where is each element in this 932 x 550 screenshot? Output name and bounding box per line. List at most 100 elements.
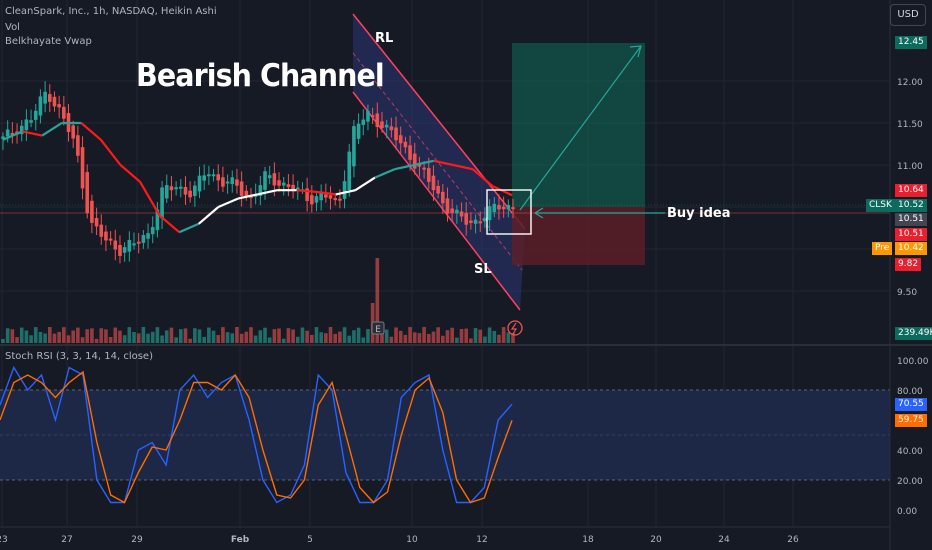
time-tick-label: 23: [0, 535, 8, 545]
vwap-segment: [453, 163, 474, 171]
volume-indicator-label[interactable]: Vol: [5, 22, 20, 33]
candle-body: [441, 191, 445, 204]
volume-bar: [412, 332, 417, 343]
candle-body: [483, 217, 487, 222]
volume-bar: [57, 331, 61, 343]
candle-body: [333, 198, 338, 201]
volume-bar: [244, 331, 249, 343]
stoch-d-line: [0, 370, 513, 504]
candle-body: [272, 173, 277, 186]
candle-body: [76, 135, 80, 156]
earnings-icon: [371, 321, 385, 335]
candle-body: [10, 132, 15, 135]
volume-bar: [459, 328, 464, 343]
candle-body: [487, 206, 492, 221]
volume-bar: [193, 328, 197, 343]
vwap-segment: [296, 189, 317, 193]
time-tick-label: 26: [787, 535, 799, 545]
earnings-marker: E: [375, 325, 381, 335]
candle-body: [211, 174, 216, 177]
vwap-segment: [413, 159, 434, 167]
candle-body: [506, 205, 511, 210]
volume-bar: [188, 338, 192, 343]
vwap-segment: [158, 214, 180, 234]
volume-bar: [94, 338, 99, 343]
volume-bar: [375, 258, 380, 343]
volume-bar: [506, 332, 511, 343]
vwap-segment: [2, 130, 24, 141]
candle-body: [347, 151, 352, 190]
candle-body: [412, 153, 417, 169]
candle-body: [263, 171, 267, 190]
volume-bar: [136, 333, 141, 343]
candle-body: [221, 177, 225, 187]
volume-bar: [441, 335, 445, 343]
candle-body: [492, 203, 497, 212]
candle-body: [62, 106, 66, 119]
candle-body: [389, 126, 394, 131]
long-position-tool[interactable]: [512, 43, 645, 265]
volume-bar: [225, 332, 230, 343]
candle-body: [183, 186, 188, 195]
candle-body: [501, 206, 506, 210]
volume-bar: [239, 333, 244, 343]
volume-bar: [361, 337, 366, 343]
candle-body: [207, 174, 211, 177]
volume-bar: [66, 335, 71, 343]
candle-body: [305, 188, 309, 201]
vwap-segment: [335, 189, 356, 196]
volume-bar: [300, 327, 305, 343]
vwap-segment: [374, 168, 395, 179]
volume-bar: [295, 336, 300, 343]
candle-body: [277, 180, 281, 186]
volume-bar: [347, 335, 352, 343]
candle-body: [71, 125, 75, 139]
time-tick-label: 18: [582, 535, 594, 545]
volume-bar: [164, 330, 169, 343]
vwap-segment: [139, 181, 161, 216]
vwap-line: [2, 121, 513, 234]
candle-body: [478, 221, 483, 224]
candle-body: [80, 147, 85, 189]
candle-body: [188, 190, 192, 198]
time-tick-label: 5: [307, 535, 313, 545]
price-tick-label: 11.50: [897, 120, 923, 130]
vwap-indicator-label[interactable]: Belkhayate Vwap: [5, 36, 92, 47]
volume-bar: [281, 338, 286, 343]
candle-body: [160, 187, 164, 219]
low-price-badge: 9.82: [895, 258, 922, 271]
candle-body: [197, 175, 202, 192]
vwap-segment: [119, 164, 141, 183]
vwap-segment: [394, 163, 415, 171]
volume-badge: 239.49K: [895, 327, 932, 340]
volume-bar: [426, 333, 431, 343]
symbol-header[interactable]: CleanSpark, Inc., 1h, NASDAQ, Heikin Ash…: [5, 6, 217, 17]
stoch-rsi-title[interactable]: Stoch RSI (3, 3, 14, 14, close): [5, 351, 153, 362]
volume-bar: [183, 328, 188, 343]
candle-body: [473, 219, 478, 224]
volume-bar: [235, 327, 239, 343]
volume-bar: [342, 327, 347, 343]
candle-body: [244, 190, 249, 197]
volume-bar: [1, 339, 5, 343]
volume-bar: [497, 334, 501, 343]
candle-body: [178, 186, 183, 189]
candle-body: [85, 172, 90, 214]
candle-body: [436, 185, 440, 194]
candle-body: [127, 239, 132, 252]
volume-bar: [29, 335, 33, 343]
volume-bar: [43, 333, 47, 343]
volume-bar: [328, 327, 333, 343]
volume-bar: [473, 328, 478, 343]
volume-bar: [333, 333, 338, 343]
candle-body: [342, 181, 347, 199]
vwap-segment: [41, 122, 63, 137]
volume-bar: [202, 336, 206, 343]
currency-button[interactable]: USD: [890, 4, 926, 26]
gray-price-badge: 10.51: [895, 213, 927, 226]
vwap-segment: [433, 159, 454, 167]
volume-bar: [356, 327, 361, 343]
volume-bar: [277, 328, 281, 343]
volume-bar: [455, 337, 459, 343]
